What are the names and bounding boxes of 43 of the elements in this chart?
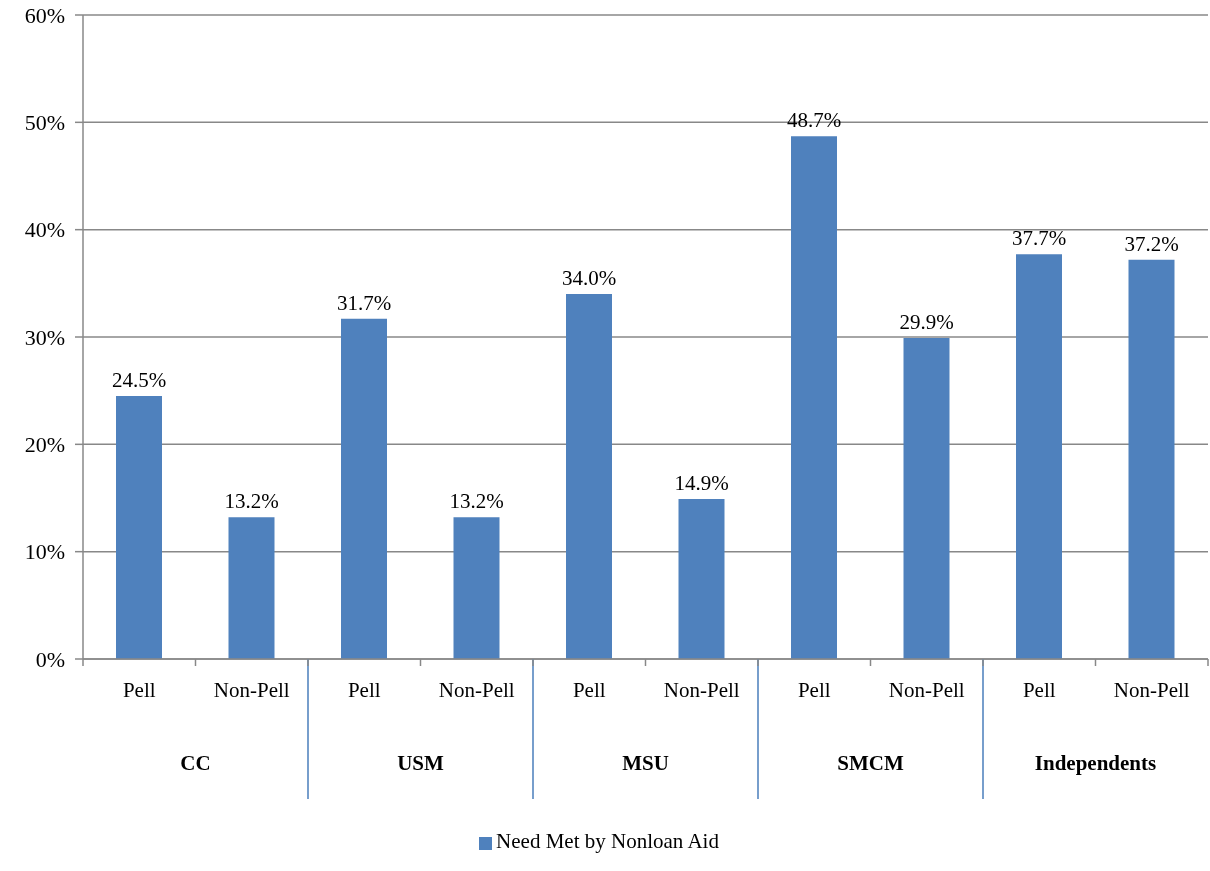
bar xyxy=(1016,254,1062,659)
x-tick-label: Non-Pell xyxy=(1113,678,1190,702)
text: SMCM xyxy=(837,751,904,775)
x-tick-label: Non-Pell xyxy=(213,678,290,702)
text: USM xyxy=(397,751,445,775)
y-tick-label: 50% xyxy=(24,110,65,136)
text: CC xyxy=(180,751,211,775)
bar xyxy=(791,136,837,659)
x-tick-label: Pell xyxy=(122,678,156,702)
data-label: 24.5% xyxy=(111,368,167,393)
data-label: 31.7% xyxy=(336,290,392,315)
x-tick-label: Pell xyxy=(572,678,606,702)
bar xyxy=(116,396,162,659)
text: MSU xyxy=(622,751,669,775)
x-tick-label: Non-Pell xyxy=(438,678,515,702)
bar xyxy=(566,294,612,659)
y-tick-label: 40% xyxy=(24,217,65,243)
bar xyxy=(453,517,500,659)
data-label: 37.7% xyxy=(1011,226,1067,251)
bar xyxy=(1128,259,1175,659)
data-label: 14.9% xyxy=(674,471,729,496)
data-label: 34.0% xyxy=(561,266,617,291)
data-label: 13.2% xyxy=(449,489,504,514)
data-label: 13.2% xyxy=(224,489,279,514)
text: Independents xyxy=(1034,751,1157,775)
data-label: 29.9% xyxy=(899,310,954,335)
data-label: 37.2% xyxy=(1124,231,1179,256)
bar xyxy=(678,499,725,659)
bar xyxy=(341,318,387,659)
x-tick-label: Non-Pell xyxy=(888,678,965,702)
y-tick-label: 10% xyxy=(24,539,65,565)
x-tick-label: Pell xyxy=(1022,678,1056,702)
y-tick-label: 20% xyxy=(24,432,65,458)
data-label: 48.7% xyxy=(786,108,842,133)
bar xyxy=(903,338,950,659)
x-tick-label: Pell xyxy=(347,678,381,702)
bar xyxy=(228,517,275,659)
legend-label: Need Met by Nonloan Aid xyxy=(496,829,719,853)
y-tick-label: 30% xyxy=(24,324,65,350)
y-tick-label: 0% xyxy=(35,646,65,672)
y-tick-label: 60% xyxy=(24,2,65,28)
x-tick-label: Pell xyxy=(797,678,831,702)
x-tick-label: Non-Pell xyxy=(663,678,740,702)
